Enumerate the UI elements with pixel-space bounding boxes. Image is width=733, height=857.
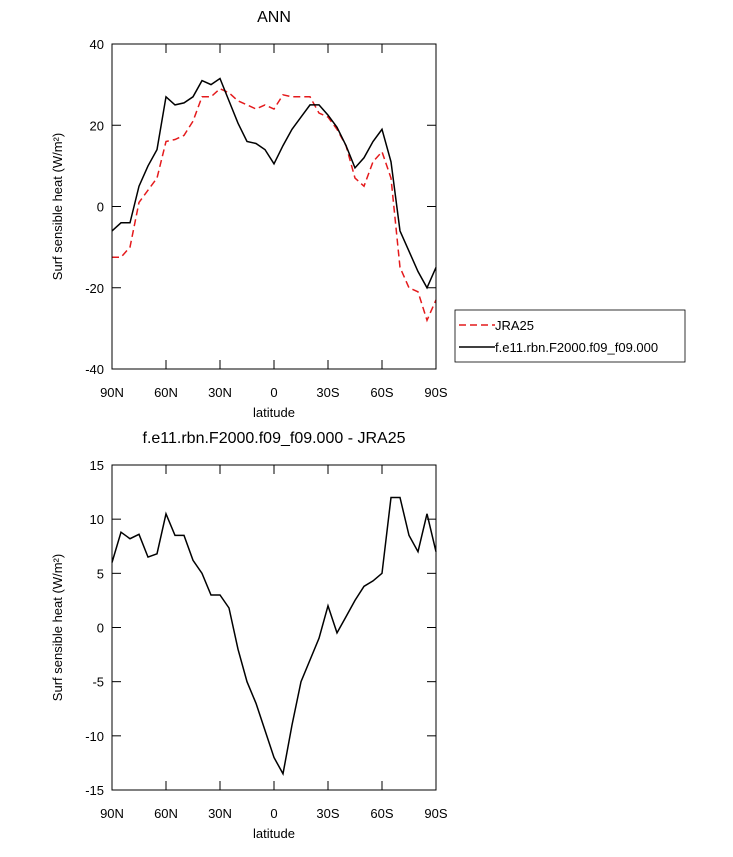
- y-tick-label: 0: [97, 621, 104, 636]
- y-tick-label: -40: [85, 362, 104, 377]
- x-tick-label: 0: [270, 806, 277, 821]
- x-tick-label: 90S: [424, 806, 447, 821]
- y-tick-label: 15: [90, 458, 104, 473]
- y-tick-label: 10: [90, 512, 104, 527]
- y-tick-label: -20: [85, 281, 104, 296]
- data-line: [111, 496, 437, 776]
- y-tick-label: 5: [97, 566, 104, 581]
- data-line: [111, 77, 437, 290]
- x-tick-label: 60N: [154, 385, 178, 400]
- y-axis-label: Surf sensible heat (W/m²): [50, 133, 65, 280]
- y-tick-label: 0: [97, 200, 104, 215]
- y-tick-label: -10: [85, 729, 104, 744]
- plot-frame: [111, 464, 437, 791]
- x-tick-label: 30S: [316, 385, 339, 400]
- x-axis-label: latitude: [253, 826, 295, 841]
- legend: JRA25 f.e11.rbn.F2000.f09_f09.000: [454, 309, 686, 363]
- y-tick-label: 40: [90, 37, 104, 52]
- x-tick-label: 0: [270, 385, 277, 400]
- legend-label: JRA25: [495, 318, 534, 333]
- y-axis-label: Surf sensible heat (W/m²): [50, 554, 65, 701]
- x-tick-label: 60N: [154, 806, 178, 821]
- x-tick-label: 30N: [208, 806, 232, 821]
- y-tick-label: 20: [90, 118, 104, 133]
- y-tick-label: -15: [85, 783, 104, 798]
- x-tick-label: 90N: [100, 385, 124, 400]
- x-axis-label: latitude: [253, 405, 295, 420]
- chart-title: f.e11.rbn.F2000.f09_f09.000 - JRA25: [143, 430, 406, 447]
- legend-label: f.e11.rbn.F2000.f09_f09.000: [495, 340, 658, 355]
- chart-title: ANN: [257, 9, 291, 26]
- data-line: [112, 87, 437, 323]
- x-tick-label: 60S: [370, 806, 393, 821]
- plot-frame: [111, 43, 437, 370]
- y-tick-label: -5: [92, 675, 104, 690]
- x-tick-label: 60S: [370, 385, 393, 400]
- x-tick-label: 90N: [100, 806, 124, 821]
- x-tick-label: 30N: [208, 385, 232, 400]
- x-tick-label: 90S: [424, 385, 447, 400]
- x-tick-label: 30S: [316, 806, 339, 821]
- legend-box: [454, 309, 686, 363]
